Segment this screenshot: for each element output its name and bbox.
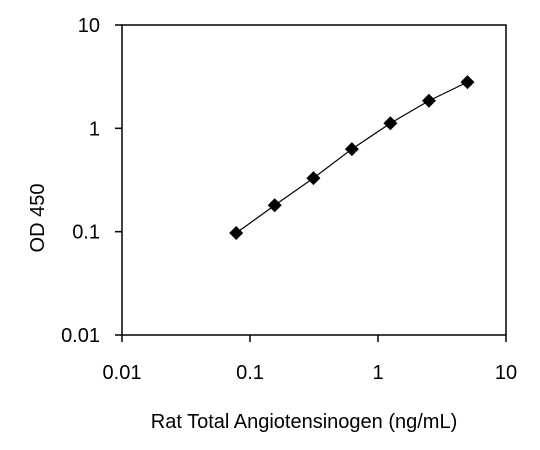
data-point <box>229 226 244 241</box>
y-axis-ticks <box>115 24 122 336</box>
x-tick-label: 10 <box>495 362 517 384</box>
data-points <box>229 75 475 241</box>
x-axis-tick-labels: 0.01 0.1 1 10 <box>103 362 518 384</box>
data-point <box>344 142 359 157</box>
plot-frame <box>121 24 507 336</box>
y-axis-tick-labels: 0.01 0.1 1 10 <box>61 15 100 347</box>
y-tick-label: 0.1 <box>72 222 100 244</box>
x-axis-ticks <box>121 335 507 342</box>
y-tick-label: 10 <box>78 15 100 37</box>
data-point <box>306 171 321 186</box>
x-tick-label: 0.01 <box>103 362 142 384</box>
data-point <box>267 198 282 213</box>
data-point <box>421 93 436 108</box>
x-axis-label: Rat Total Angiotensinogen (ng/mL) <box>151 411 458 433</box>
x-tick-label: 0.1 <box>236 362 264 384</box>
data-point <box>383 116 398 131</box>
y-tick-label: 1 <box>89 118 100 140</box>
y-axis-label: OD 450 <box>27 184 49 253</box>
x-tick-label: 1 <box>372 362 383 384</box>
y-tick-label: 0.01 <box>61 325 100 347</box>
data-point <box>460 75 475 90</box>
